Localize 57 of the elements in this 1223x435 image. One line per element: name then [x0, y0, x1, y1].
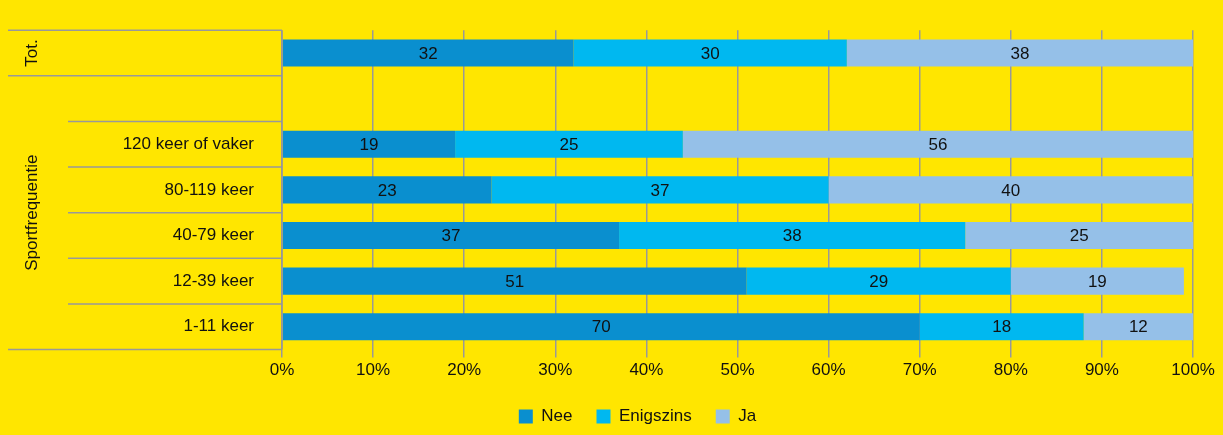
- y-tick-label: 12-39 keer: [172, 270, 255, 290]
- data-label: 38: [1010, 43, 1030, 63]
- data-label: 56: [928, 134, 948, 154]
- data-label: 30: [700, 43, 720, 63]
- bar: [455, 130, 683, 158]
- x-tick-label: 90%: [1084, 360, 1119, 380]
- data-label: 29: [869, 271, 889, 291]
- bar: [846, 39, 1193, 67]
- x-tick-label: 10%: [356, 360, 391, 380]
- legend-label: Nee: [541, 406, 573, 426]
- data-label: 51: [505, 271, 525, 291]
- bar: [965, 221, 1193, 250]
- x-tick-label: 80%: [993, 360, 1028, 380]
- data-label: 32: [418, 43, 438, 63]
- x-tick-label: 20%: [447, 360, 482, 380]
- bar: [1083, 313, 1193, 341]
- y-tick-label: 80-119 keer: [164, 179, 255, 199]
- text: Sportfrequentie: [21, 154, 41, 271]
- y-tick-label: 40-79 keer: [172, 225, 255, 245]
- x-tick-label: 70%: [902, 360, 937, 380]
- x-tick-label: 0%: [269, 360, 295, 380]
- bar: [282, 130, 456, 158]
- bar: [282, 221, 620, 250]
- data-label: 18: [992, 317, 1012, 337]
- bar: [1010, 267, 1184, 295]
- bar: [746, 267, 1011, 295]
- x-tick-label: 50%: [720, 360, 755, 380]
- data-label: 23: [377, 180, 397, 200]
- bar: [282, 313, 920, 341]
- data-label: 25: [559, 134, 579, 154]
- legend-label: Enigszins: [618, 406, 692, 426]
- bar: [573, 39, 847, 67]
- data-label: 38: [782, 226, 802, 246]
- bar: [491, 176, 829, 204]
- data-label: 12: [1128, 317, 1148, 337]
- text: Tot.: [21, 39, 41, 67]
- bar: [828, 176, 1193, 204]
- data-label: 19: [359, 134, 379, 154]
- x-tick-label: 60%: [811, 360, 846, 380]
- data-label: 25: [1069, 226, 1089, 246]
- bar: [282, 176, 492, 204]
- legend-label: Ja: [738, 406, 757, 426]
- y-tick-label: 1-11 keer: [183, 316, 255, 336]
- data-label: 40: [1001, 180, 1021, 200]
- data-label: 19: [1087, 271, 1107, 291]
- data-label: 37: [650, 180, 670, 200]
- x-tick-label: 100%: [1171, 360, 1215, 380]
- data-label: 70: [591, 317, 611, 337]
- bar: [919, 313, 1084, 341]
- x-tick-label: 30%: [538, 360, 573, 380]
- data-label: 37: [441, 226, 461, 246]
- bar: [282, 267, 747, 295]
- bar: [282, 39, 574, 67]
- y-tick-label: 120 keer of vaker: [122, 133, 255, 153]
- x-tick-label: 40%: [629, 360, 664, 380]
- bar: [619, 221, 966, 250]
- bar: [682, 130, 1193, 158]
